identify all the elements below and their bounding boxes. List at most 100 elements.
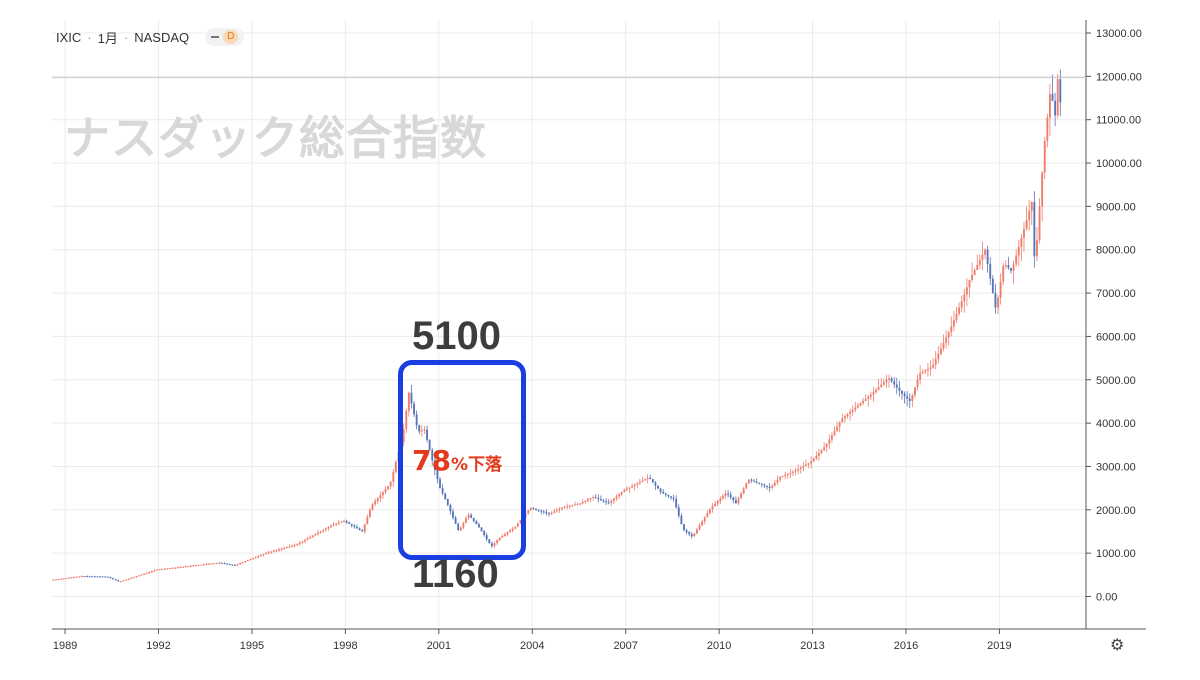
candle-body [978,259,981,265]
y-tick-label: 2000.00 [1096,505,1136,517]
candle-body [610,500,613,503]
candle-body [633,484,636,486]
drop-percent: 78 [412,444,451,477]
candle-body [112,578,114,580]
candle-body [446,498,449,505]
candle-body [589,497,592,500]
candle-body [91,576,94,578]
candle-body [358,528,361,530]
candle-body [574,504,576,506]
candle-body [376,498,379,502]
candle-body [706,513,709,518]
candle-body [869,394,872,397]
candle-body [301,541,304,543]
candle-body [950,326,953,333]
candle-body [901,390,903,394]
candle-body [1020,237,1023,247]
candle-body [825,443,828,448]
candle-body [467,514,470,518]
candle-body [470,514,473,518]
candle-body [439,479,441,489]
candle-body [394,461,397,472]
candle-body [392,471,395,482]
candle-body [213,563,216,565]
candle-body [293,545,296,547]
candle-body [1030,202,1033,212]
candle-body [182,566,185,568]
candle-body [78,576,81,578]
candle-body [371,504,374,510]
candle-body [330,525,332,527]
symbol-header[interactable]: IXIC · 1月 · NASDAQ D [56,27,245,47]
candle-body [465,517,467,523]
candle-body [319,531,322,533]
candle-body [581,501,584,504]
candle-body [947,332,950,338]
candle-body [612,498,615,501]
candle-body [368,509,371,518]
y-tick-label: 8000.00 [1096,245,1136,257]
candle-body [737,498,740,504]
candle-body [272,550,275,552]
candle-body [239,563,242,565]
header-separator: · [87,29,92,45]
candle-body [719,498,722,502]
candle-body [615,496,618,499]
candle-body [223,563,226,565]
candle-body [545,512,548,514]
candle-body [472,517,475,522]
candle-body [413,403,415,415]
candle-body [830,435,833,440]
candle-body [452,511,454,518]
candle-body [278,549,281,551]
candle-body [916,379,919,388]
candle-body [462,522,465,528]
candle-body [527,510,530,514]
y-tick-label: 5000.00 [1096,375,1136,387]
candle-body [379,495,382,499]
candle-body [768,486,771,488]
candle-body [148,572,151,574]
candle-body [135,576,138,578]
candle-body [618,494,621,497]
candle-body [208,563,210,565]
candle-body [802,466,805,468]
candle-body [875,389,877,393]
candle-body [184,566,187,568]
interval-label[interactable]: 1月 [97,30,118,46]
candle-body [758,482,761,484]
candle-body [54,579,57,581]
candle-body [117,580,120,582]
candle-body [584,500,587,502]
candle-body [890,378,893,382]
data-status-pill[interactable]: D [205,28,245,46]
settings-gear-icon[interactable]: ⚙ [1110,637,1125,654]
candle-body [976,264,979,270]
candle-body [195,565,197,567]
candle-body [104,576,107,578]
candle-body [231,564,234,566]
y-tick-label: 1000.00 [1096,548,1136,560]
candle-body [402,428,405,443]
candle-body [638,481,641,484]
candle-body [903,393,906,397]
candle-body [285,547,288,549]
x-tick-label: 2007 [613,640,637,652]
candle-body [968,280,971,288]
candle-body [994,293,997,308]
y-tick-label: 10000.00 [1096,158,1142,170]
candle-body [532,507,535,509]
candle-body [945,337,948,343]
candle-body [449,504,452,512]
candle-body [200,564,203,566]
candle-body [1048,94,1051,118]
candle-body [882,382,885,385]
candle-body [88,576,91,578]
candle-body [833,430,836,436]
candle-body [745,483,748,489]
candle-body [805,464,807,467]
candle-body [784,474,787,476]
candle-body [708,509,711,514]
x-tick-label: 2013 [800,640,824,652]
